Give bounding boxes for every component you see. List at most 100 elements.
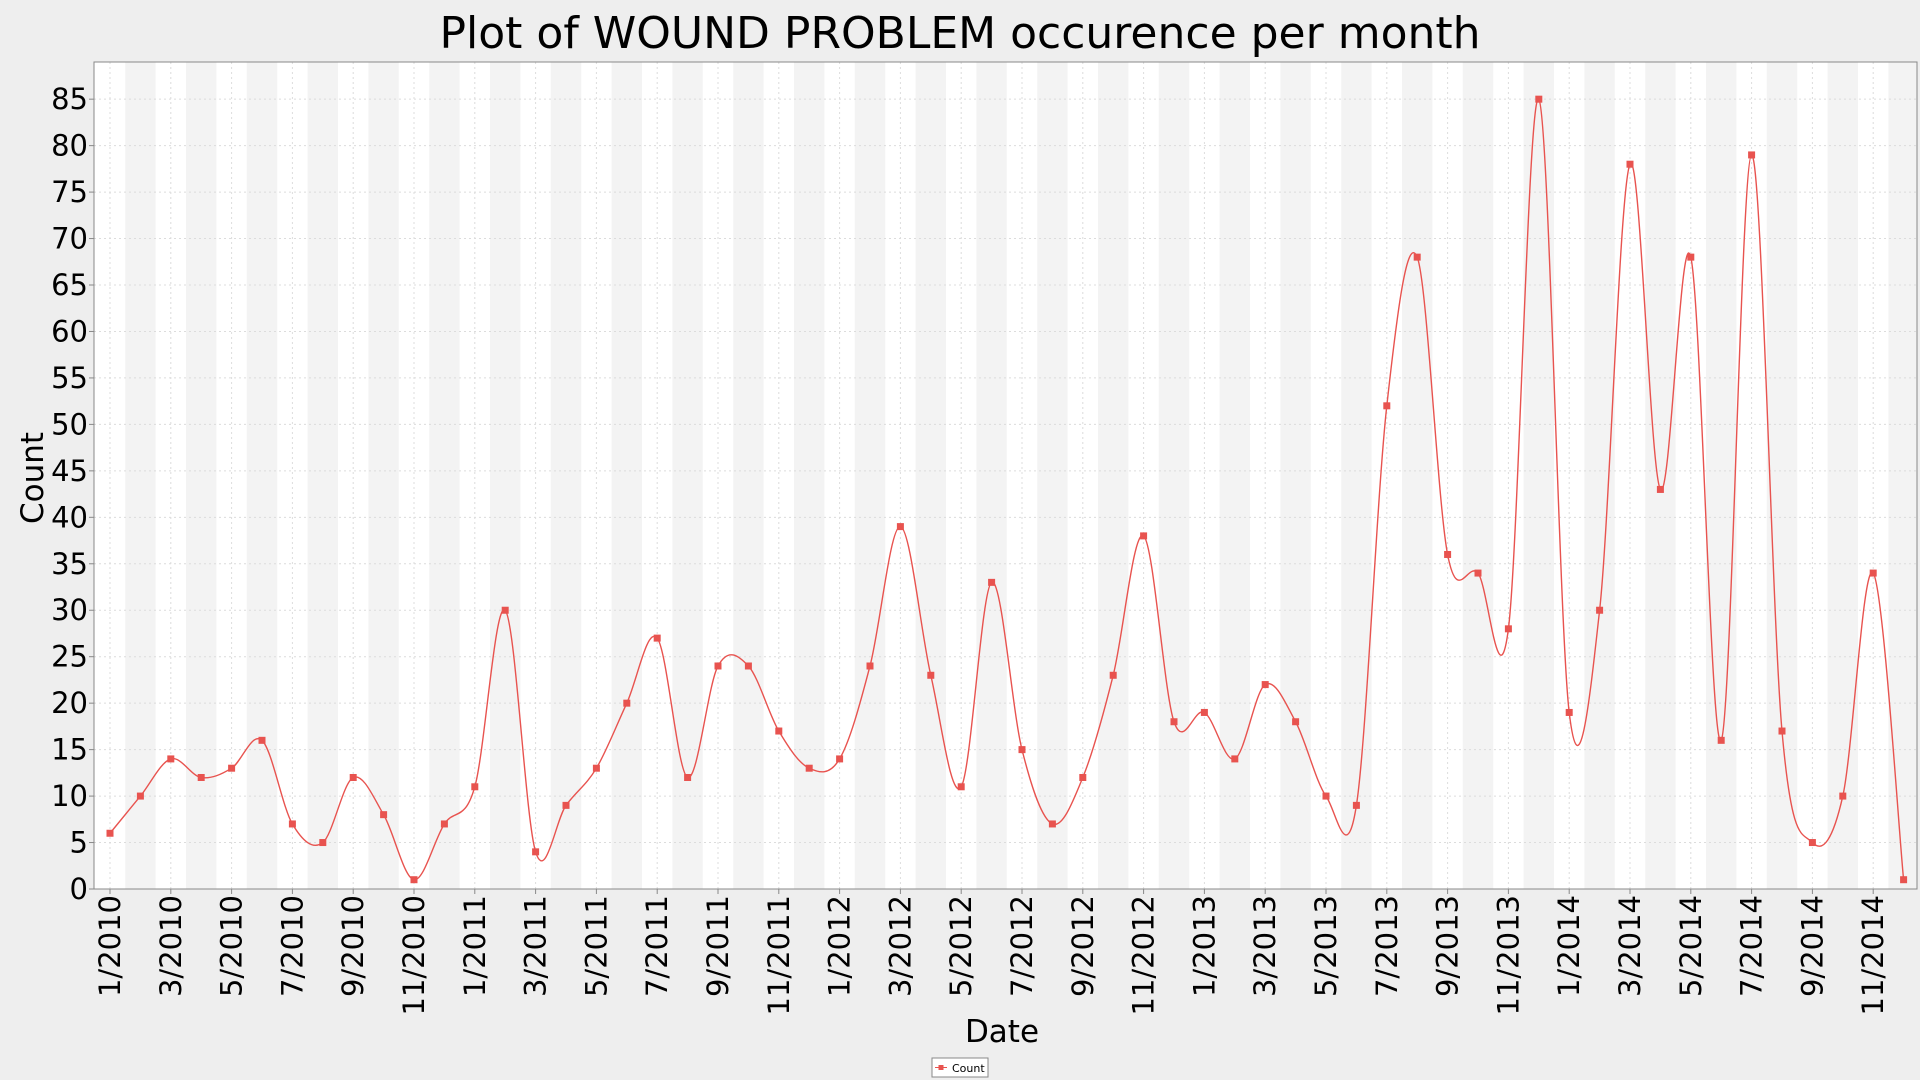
y-axis-ticks: 0 5 10 15 20 25 30 35 40 45 50 55 60 65 70 75 80 85 <box>51 82 94 906</box>
month-band <box>1827 62 1858 889</box>
data-point <box>1292 718 1300 726</box>
month-band <box>307 62 338 889</box>
data-point <box>1079 773 1087 781</box>
y-axis-label: Count <box>15 432 51 524</box>
x-tick-label: 5/2013 <box>1309 895 1343 997</box>
data-point <box>1170 718 1178 726</box>
month-band <box>611 62 642 889</box>
y-tick-label: 65 <box>51 268 88 302</box>
month-band <box>1037 62 1068 889</box>
x-tick-label: 3/2012 <box>883 895 917 997</box>
plot-border <box>93 61 1918 890</box>
data-point <box>866 662 874 670</box>
data-point <box>319 839 327 847</box>
y-tick-label: 85 <box>51 82 88 116</box>
x-tick-label: 3/2010 <box>154 895 188 997</box>
x-tick-label: 7/2013 <box>1370 895 1404 997</box>
data-point <box>896 523 904 531</box>
month-bands <box>125 62 1917 889</box>
x-tick-label: 1/2010 <box>93 895 127 997</box>
data-point <box>228 764 236 772</box>
data-point <box>1383 402 1391 410</box>
data-point <box>532 848 540 856</box>
data-point <box>1748 151 1756 159</box>
data-point <box>1626 160 1634 168</box>
data-point <box>410 876 418 884</box>
month-band <box>490 62 521 889</box>
month-band <box>1402 62 1433 889</box>
month-band <box>976 62 1007 889</box>
x-tick-label: 3/2013 <box>1248 895 1282 997</box>
data-point <box>349 773 357 781</box>
data-point <box>1018 746 1026 754</box>
x-tick-label: 1/2011 <box>458 895 492 997</box>
month-band <box>1462 62 1494 889</box>
data-point <box>1048 820 1056 828</box>
data-point <box>1687 253 1695 261</box>
y-tick-label: 60 <box>51 314 88 348</box>
month-band <box>854 62 886 889</box>
data-point <box>1109 671 1117 679</box>
data-point <box>501 606 509 614</box>
month-band <box>1158 62 1190 889</box>
legend-label: Count <box>952 1062 985 1075</box>
data-point <box>1474 569 1482 577</box>
month-band <box>1766 62 1798 889</box>
y-tick-label: 25 <box>51 640 88 674</box>
data-point <box>623 699 631 707</box>
series-line-count <box>109 98 1905 881</box>
data-point <box>1596 606 1604 614</box>
month-band <box>733 62 764 889</box>
data-point <box>1140 532 1148 540</box>
data-point <box>106 829 114 837</box>
x-tick-label: 1/2013 <box>1187 895 1221 997</box>
data-point <box>592 764 600 772</box>
legend-box <box>931 1057 989 1078</box>
month-band <box>1584 62 1615 889</box>
month-band <box>1280 62 1311 889</box>
month-band <box>672 62 703 889</box>
x-tick-label: 9/2011 <box>701 895 735 997</box>
month-band <box>125 62 156 889</box>
month-band <box>368 62 399 889</box>
month-band <box>246 62 278 889</box>
data-point <box>380 811 388 819</box>
x-tick-label: 11/2013 <box>1491 895 1525 1015</box>
x-tick-label: 9/2012 <box>1066 895 1100 997</box>
data-point <box>1200 708 1208 716</box>
data-point <box>440 820 448 828</box>
x-tick-label: 11/2014 <box>1856 895 1890 1015</box>
data-point <box>927 671 935 679</box>
y-tick-label: 50 <box>51 407 88 441</box>
y-tick-label: 5 <box>70 826 88 860</box>
y-tick-label: 75 <box>51 175 88 209</box>
month-band <box>429 62 460 889</box>
x-axis-label: Date <box>965 1014 1039 1050</box>
x-tick-label: 5/2012 <box>944 895 978 997</box>
data-point <box>1808 839 1816 847</box>
data-point <box>775 727 783 735</box>
x-tick-label: 9/2014 <box>1795 895 1829 997</box>
month-band <box>1645 62 1676 889</box>
x-tick-label: 7/2011 <box>640 895 674 997</box>
y-tick-label: 45 <box>51 454 88 488</box>
y-tick-label: 70 <box>51 222 88 256</box>
data-point <box>258 736 266 744</box>
month-band <box>1219 62 1250 889</box>
data-point <box>1778 727 1786 735</box>
y-tick-label: 20 <box>51 686 88 720</box>
data-point <box>471 783 479 791</box>
y-tick-label: 10 <box>51 779 88 813</box>
y-tick-label: 40 <box>51 500 88 534</box>
data-point <box>957 783 965 791</box>
data-point <box>562 801 570 809</box>
month-band <box>1706 62 1737 889</box>
x-tick-label: 7/2010 <box>275 895 309 997</box>
data-point <box>1839 792 1847 800</box>
y-tick-label: 30 <box>51 593 88 627</box>
month-band <box>1098 62 1129 889</box>
legend: Count <box>931 1057 989 1078</box>
x-tick-label: 11/2011 <box>762 895 796 1015</box>
data-point <box>1656 485 1664 493</box>
